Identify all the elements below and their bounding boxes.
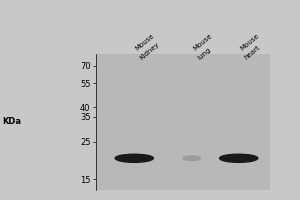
Ellipse shape: [183, 156, 200, 160]
Text: Mouse: Mouse: [134, 33, 155, 52]
Text: heart: heart: [243, 44, 261, 61]
Text: lung: lung: [196, 47, 212, 61]
Text: Mouse: Mouse: [239, 33, 260, 52]
Ellipse shape: [115, 154, 153, 162]
Text: Mouse: Mouse: [192, 33, 213, 52]
Ellipse shape: [220, 154, 258, 162]
Text: Kidney: Kidney: [139, 41, 161, 61]
Text: KDa: KDa: [2, 117, 22, 127]
